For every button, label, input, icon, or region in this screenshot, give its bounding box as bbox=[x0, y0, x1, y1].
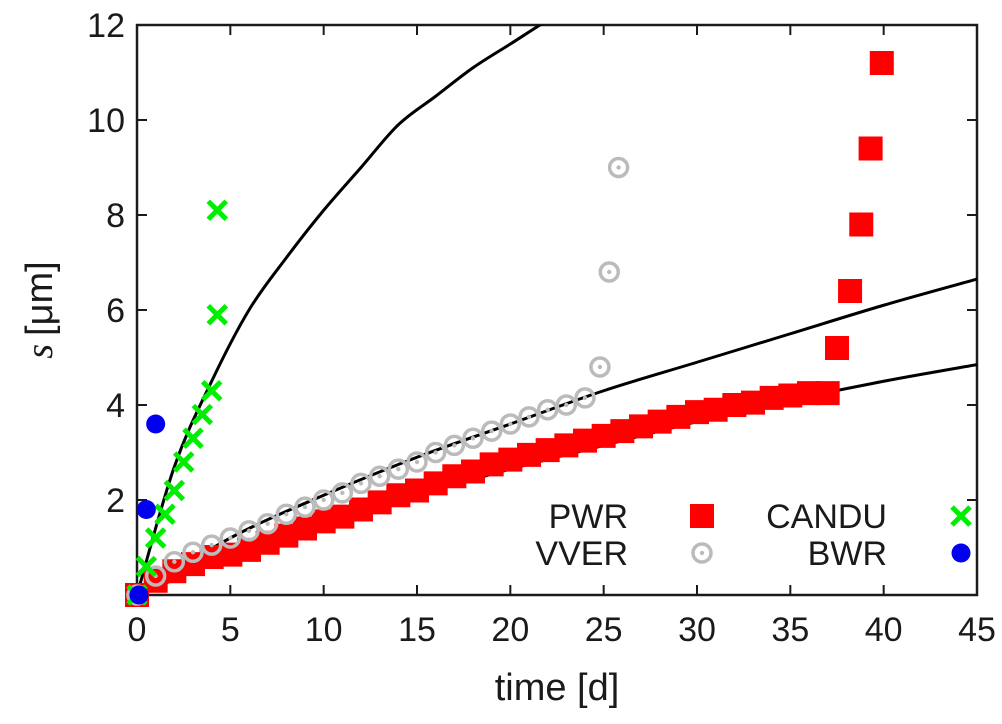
x-tick-label: 10 bbox=[305, 611, 343, 649]
data-point-pwr bbox=[825, 336, 849, 360]
data-point-vver bbox=[462, 427, 484, 449]
data-point-candu bbox=[206, 199, 229, 222]
y-tick-label: 12 bbox=[87, 7, 125, 45]
data-point-vver bbox=[163, 551, 186, 573]
data-point-pwr bbox=[815, 381, 840, 406]
data-point-candu bbox=[144, 527, 167, 549]
data-point-bwr bbox=[136, 500, 156, 519]
data-point-candu bbox=[163, 479, 186, 502]
data-point-bwr bbox=[129, 585, 149, 605]
legend-marker-pwr bbox=[690, 504, 714, 528]
data-point-pwr bbox=[838, 279, 863, 303]
y-axis-symbol: s bbox=[19, 344, 61, 359]
data-point-candu bbox=[182, 427, 204, 450]
x-tick-label: 30 bbox=[678, 611, 716, 649]
data-point-vver bbox=[256, 513, 279, 535]
data-point-pwr bbox=[858, 136, 883, 161]
data-point-vver bbox=[480, 420, 503, 442]
data-point-vver bbox=[331, 482, 354, 504]
data-point-vver bbox=[555, 394, 578, 416]
x-tick-label: 20 bbox=[491, 611, 529, 649]
data-point-candu bbox=[206, 303, 229, 326]
x-tick-label: 35 bbox=[771, 611, 809, 649]
data-point-vver bbox=[598, 261, 621, 283]
data-point-bwr bbox=[146, 414, 166, 434]
data-points-layer bbox=[125, 51, 894, 607]
data-point-vver bbox=[499, 413, 522, 435]
x-tick-label: 15 bbox=[398, 611, 436, 649]
data-point-candu bbox=[172, 451, 195, 473]
legend: PWR VVER CANDU BWR bbox=[535, 498, 972, 573]
legend-label-candu: CANDU bbox=[766, 498, 887, 536]
data-point-vver bbox=[387, 458, 410, 480]
data-point-vver bbox=[200, 534, 223, 556]
data-point-vver bbox=[275, 503, 298, 525]
y-axis-unit: [μm] bbox=[19, 261, 61, 336]
data-point-vver bbox=[424, 441, 447, 464]
data-point-candu bbox=[200, 379, 223, 402]
data-point-pwr bbox=[849, 212, 874, 237]
legend-label-pwr: PWR bbox=[549, 498, 628, 536]
data-point-vver bbox=[536, 399, 559, 421]
data-point-vver bbox=[294, 496, 316, 518]
data-point-vver bbox=[443, 434, 466, 457]
data-point-vver bbox=[607, 156, 630, 179]
y-tick-label: 8 bbox=[106, 197, 125, 235]
ticks-layer: 0 5 10 15 20 25 30 35 40 45 2 4 6 8 10 12 bbox=[87, 7, 996, 649]
x-tick-label: 0 bbox=[128, 611, 147, 649]
data-point-vver bbox=[406, 451, 428, 473]
data-point-vver bbox=[219, 527, 242, 549]
y-axis-title: s [μm] bbox=[19, 261, 61, 358]
legend-marker-bwr bbox=[951, 543, 971, 563]
y-tick-label: 2 bbox=[106, 482, 125, 520]
fit-curve-vver bbox=[137, 277, 977, 595]
y-tick-label: 4 bbox=[106, 387, 125, 425]
legend-marker-vver bbox=[691, 542, 713, 564]
x-tick-label: 5 bbox=[221, 611, 240, 649]
data-point-vver bbox=[182, 541, 204, 563]
data-point-vver bbox=[350, 472, 372, 495]
data-point-pwr bbox=[869, 51, 894, 75]
legend-marker-candu bbox=[950, 505, 972, 527]
legend-label-vver: VVER bbox=[535, 535, 628, 573]
data-point-vver bbox=[312, 489, 335, 511]
legend-label-bwr: BWR bbox=[808, 535, 887, 573]
data-point-candu bbox=[154, 503, 176, 526]
x-tick-label: 25 bbox=[585, 611, 623, 649]
data-point-vver bbox=[518, 406, 540, 428]
y-tick-label: 10 bbox=[87, 102, 125, 140]
x-axis-title: time [d] bbox=[495, 667, 620, 709]
data-point-vver bbox=[238, 520, 260, 542]
x-tick-label: 45 bbox=[958, 611, 996, 649]
data-point-vver bbox=[589, 356, 611, 378]
x-tick-label: 40 bbox=[865, 611, 903, 649]
data-point-vver bbox=[368, 465, 391, 487]
data-point-candu bbox=[191, 403, 214, 426]
data-point-vver bbox=[574, 387, 596, 409]
y-tick-label: 6 bbox=[106, 292, 125, 330]
data-point-candu bbox=[135, 555, 158, 578]
